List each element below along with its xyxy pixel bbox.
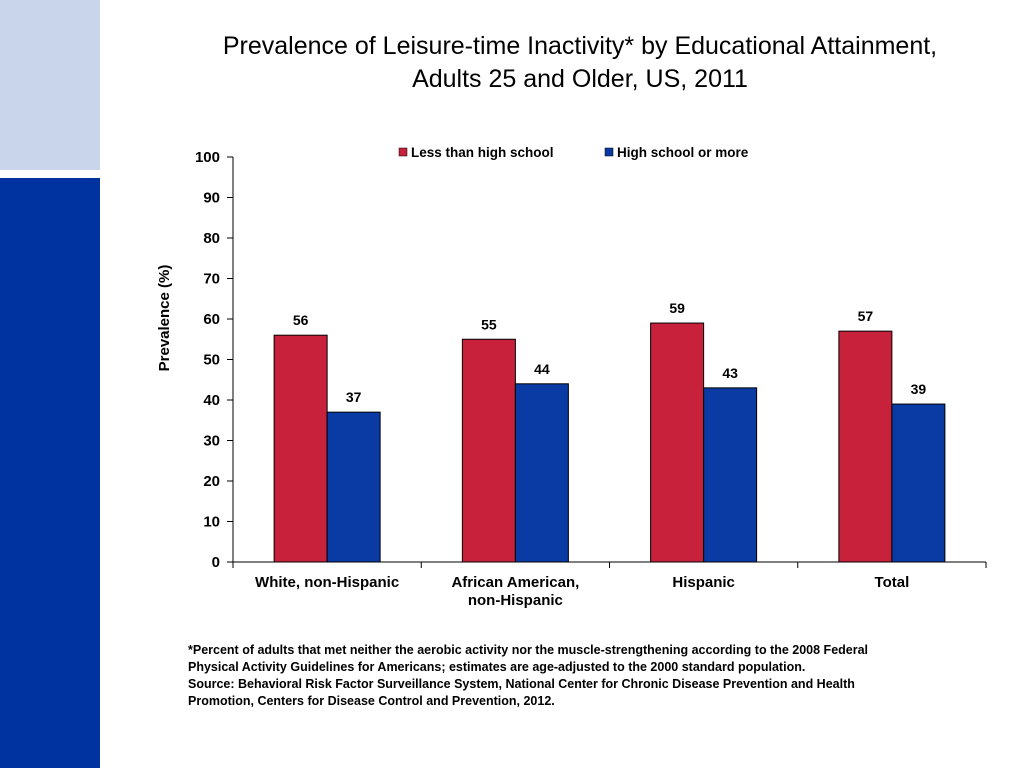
chart-title: Prevalence of Leisure-time Inactivity* b… [160, 30, 1000, 96]
y-tick-label: 80 [203, 230, 220, 247]
bar-less-than-high-school [838, 330, 893, 563]
footnote: *Percent of adults that met neither the … [188, 642, 988, 710]
x-category-label: White, non-Hispanic [255, 574, 399, 591]
y-tick-label: 90 [203, 190, 220, 207]
legend-swatch-high-school-or-more [604, 147, 614, 157]
sidebar-accent-dark [0, 178, 100, 768]
footnote-line-4: Promotion, Centers for Disease Control a… [188, 694, 555, 708]
data-label: 43 [722, 365, 738, 381]
y-tick-label: 40 [203, 392, 220, 409]
footnote-line-1: *Percent of adults that met neither the … [188, 643, 869, 657]
legend-swatch-less-than-high-school [398, 147, 408, 157]
sidebar-accent-light [0, 0, 100, 170]
chart-title-line-1: Prevalence of Leisure-time Inactivity* b… [222, 32, 938, 60]
x-category-label: Hispanic [672, 574, 735, 591]
x-category-label: non-Hispanic [468, 592, 563, 609]
y-tick-label: 100 [195, 149, 220, 166]
y-tick-label: 30 [203, 433, 220, 450]
bar-high-school-or-more [326, 411, 381, 563]
data-label: 56 [293, 312, 309, 328]
y-tick-label: 70 [203, 271, 220, 288]
footnote-line-3: Source: Behavioral Risk Factor Surveilla… [188, 677, 855, 691]
footnote-line-2: Physical Activity Guidelines for America… [188, 660, 806, 674]
data-label: 39 [911, 381, 927, 397]
bar-high-school-or-more [514, 383, 569, 563]
data-label: 55 [481, 316, 497, 332]
y-tick-label: 50 [203, 352, 220, 369]
bar-high-school-or-more [703, 387, 758, 563]
y-axis-title: Prevalence (%) [156, 265, 173, 372]
legend-label: Less than high school [411, 145, 554, 160]
y-tick-label: 0 [212, 554, 220, 571]
y-tick-label: 60 [203, 311, 220, 328]
chart-title-line-2: Adults 25 and Older, US, 2011 [412, 65, 748, 93]
bar-less-than-high-school [273, 334, 328, 563]
bar-less-than-high-school [461, 338, 516, 563]
bar-less-than-high-school [650, 322, 705, 563]
data-label: 37 [346, 389, 362, 405]
bar-chart: 0 10 20 30 40 50 60 70 80 90 100 56 37 White, non-His… [156, 145, 987, 609]
y-tick-label: 20 [203, 473, 220, 490]
x-category-label: Total [875, 574, 910, 591]
x-category-label: African American, [451, 574, 579, 591]
data-label: 57 [858, 308, 874, 324]
y-tick-label: 10 [203, 514, 220, 531]
legend-label: High school or more [617, 145, 749, 160]
data-label: 59 [669, 300, 685, 316]
data-label: 44 [534, 361, 550, 377]
bar-high-school-or-more [891, 403, 946, 563]
